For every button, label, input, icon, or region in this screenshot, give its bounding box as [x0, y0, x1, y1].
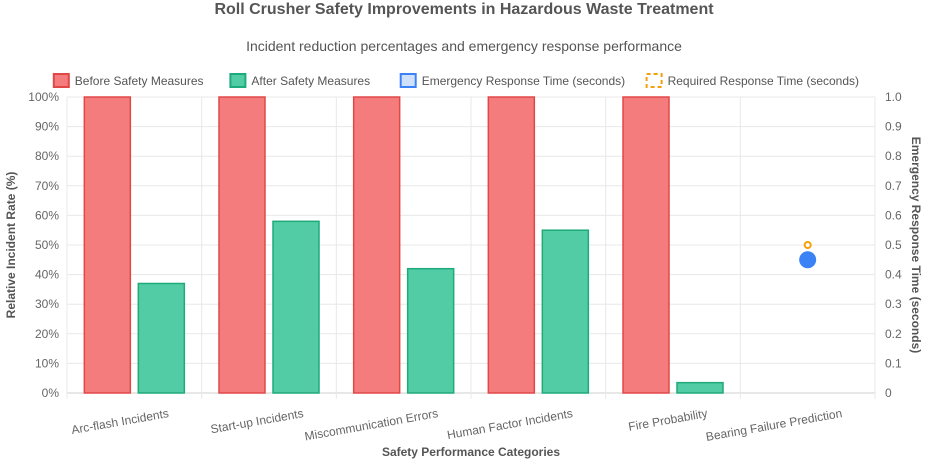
chart-subtitle: Incident reduction percentages and emerg…	[246, 38, 682, 54]
y2-tick-label: 0.2	[885, 327, 902, 341]
y2-tick-label: 0.1	[885, 356, 902, 370]
legend[interactable]: Before Safety Measures After Safety Measu…	[52, 73, 859, 88]
x-tick-label: Miscommunication Errors	[303, 406, 439, 443]
y-tick-label: 20%	[35, 327, 59, 341]
x-tick-label: Human Factor Incidents	[446, 406, 574, 442]
x-axis-title: Safety Performance Categories	[382, 445, 560, 459]
legend-item-3[interactable]: Required Response Time (seconds)	[645, 73, 859, 88]
y2-tick-label: 0.4	[885, 268, 902, 282]
y-tick-label: 100%	[28, 90, 59, 104]
bar-1-3[interactable]	[541, 229, 590, 394]
bar-1-4[interactable]	[676, 381, 724, 394]
legend-item-1[interactable]: After Safety Measures	[229, 73, 370, 88]
bar-0-1[interactable]	[218, 96, 266, 394]
legend-label: After Safety Measures	[251, 74, 370, 88]
y-tick-label: 30%	[35, 297, 59, 311]
legend-item-0[interactable]: Before Safety Measures	[52, 73, 204, 88]
y2-tick-label: 0.9	[885, 120, 902, 134]
y2-tick-label: 0.7	[885, 179, 902, 193]
legend-label: Before Safety Measures	[75, 74, 204, 88]
y2-tick-label: 0.5	[885, 238, 902, 252]
legend-swatch	[229, 73, 247, 88]
x-tick-label: Bearing Failure Prediction	[705, 406, 843, 444]
bar-0-2[interactable]	[352, 96, 401, 394]
bar-0-3[interactable]	[487, 96, 536, 394]
y-tick-label: 90%	[35, 120, 59, 134]
y-tick-label: 80%	[35, 149, 59, 163]
y-axis-title: Relative Incident Rate (%)	[4, 172, 18, 319]
bar-0-0[interactable]	[83, 96, 132, 394]
legend-swatch	[399, 73, 417, 88]
legend-swatch	[645, 73, 663, 88]
grid-layer	[66, 96, 876, 399]
x-tick-label: Start-up Incidents	[209, 406, 304, 436]
bar-1-2[interactable]	[406, 267, 455, 394]
x-tick-label: Arc-flash Incidents	[70, 406, 170, 437]
y-tick-label: 0%	[42, 386, 60, 400]
bar-1-1[interactable]	[272, 220, 320, 394]
x-tick-label: Fire Probability	[627, 406, 708, 434]
legend-item-2[interactable]: Emergency Response Time (seconds)	[399, 73, 625, 88]
legend-swatch	[52, 73, 70, 88]
bar-1-0[interactable]	[137, 282, 186, 394]
y2-tick-label: 0.8	[885, 149, 902, 163]
point-emergency-response[interactable]	[799, 251, 817, 269]
point-required-response[interactable]	[803, 241, 812, 249]
legend-label: Emergency Response Time (seconds)	[422, 74, 625, 88]
y2-tick-label: 1.0	[885, 90, 902, 104]
y-tick-label: 10%	[35, 356, 59, 370]
bar-0-4[interactable]	[622, 96, 670, 394]
legend-label: Required Response Time (seconds)	[668, 74, 859, 88]
y2-tick-label: 0	[885, 386, 892, 400]
chart-title: Roll Crusher Safety Improvements in Haza…	[214, 1, 714, 18]
bars-layer	[83, 96, 724, 394]
y-tick-label: 70%	[35, 179, 59, 193]
points-layer	[799, 241, 817, 269]
y-tick-label: 50%	[35, 238, 59, 252]
y-tick-label: 40%	[35, 268, 59, 282]
y2-tick-label: 0.6	[885, 208, 902, 222]
y2-axis-title: Emergency Response Time (seconds)	[909, 137, 923, 354]
y2-tick-label: 0.3	[885, 297, 902, 311]
y-tick-label: 60%	[35, 208, 59, 222]
